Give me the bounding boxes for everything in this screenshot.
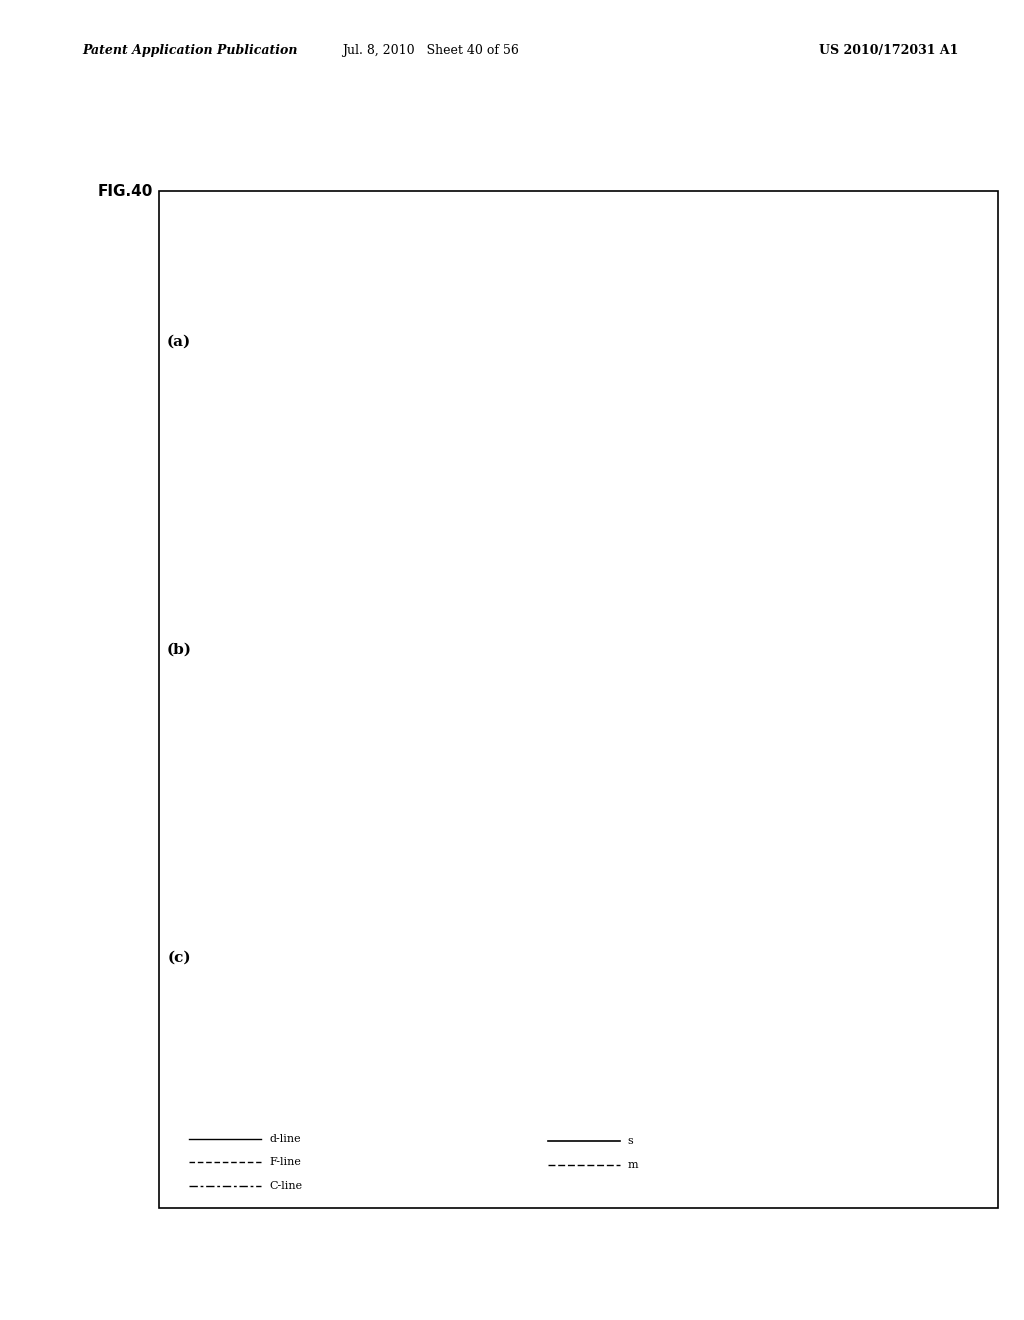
Text: Patent Application Publication: Patent Application Publication — [82, 44, 297, 57]
Text: US 2010/172031 A1: US 2010/172031 A1 — [819, 44, 958, 57]
X-axis label: SA(mm): SA(mm) — [324, 484, 370, 494]
Title: H= 3.48: H= 3.48 — [834, 203, 891, 216]
Text: (a): (a) — [167, 335, 191, 348]
X-axis label: SA(mm): SA(mm) — [324, 792, 370, 803]
Text: d-line: d-line — [269, 1134, 301, 1143]
X-axis label: SA(mm): SA(mm) — [324, 1100, 370, 1110]
Text: FIG.40: FIG.40 — [97, 183, 153, 199]
Text: C-line: C-line — [269, 1181, 302, 1191]
Text: F-line: F-line — [269, 1158, 301, 1167]
X-axis label: AST(mm): AST(mm) — [579, 792, 630, 803]
Text: (b): (b) — [167, 643, 191, 657]
Title: H= 3.60: H= 3.60 — [834, 512, 891, 524]
X-axis label: DIS(%): DIS(%) — [843, 484, 881, 494]
Text: m: m — [628, 1160, 638, 1170]
X-axis label: AST(mm): AST(mm) — [579, 1100, 630, 1110]
Title: H= 3.60: H= 3.60 — [834, 820, 891, 833]
Text: (c): (c) — [167, 952, 191, 965]
Title: F 4.30: F 4.30 — [325, 512, 369, 524]
X-axis label: AST(mm): AST(mm) — [579, 484, 630, 494]
Text: s: s — [628, 1137, 634, 1146]
Text: Jul. 8, 2010   Sheet 40 of 56: Jul. 8, 2010 Sheet 40 of 56 — [342, 44, 518, 57]
Title: F 5.09: F 5.09 — [325, 820, 369, 833]
Title: H= 3.60: H= 3.60 — [575, 820, 633, 833]
Title: H= 3.60: H= 3.60 — [575, 512, 633, 524]
X-axis label: DIS(%): DIS(%) — [843, 1100, 881, 1110]
Title: H= 3.48: H= 3.48 — [575, 203, 633, 216]
Title: F 3.30: F 3.30 — [325, 203, 369, 216]
X-axis label: DIS(%): DIS(%) — [843, 792, 881, 803]
